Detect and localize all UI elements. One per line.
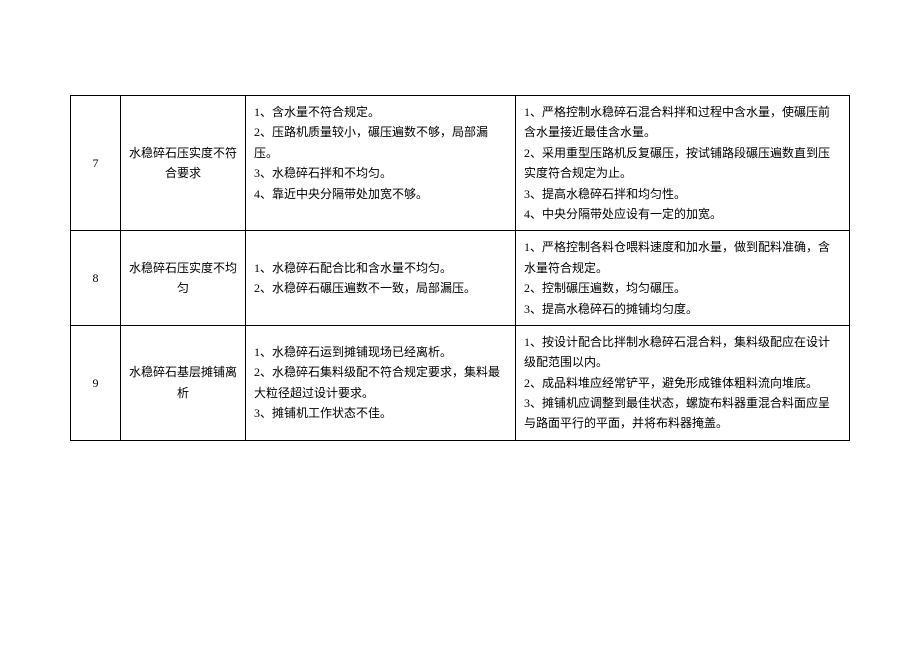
issue-title: 水稳碎石压实度不符合要求 (121, 96, 246, 231)
issue-measures: 1、严格控制水稳碎石混合料拌和过程中含水量，使碾压前含水量接近最佳含水量。2、采… (516, 96, 850, 231)
issue-title: 水稳碎石压实度不均匀 (121, 231, 246, 326)
issue-measures: 1、按设计配合比拌制水稳碎石混合料，集料级配应在设计级配范围以内。2、成品料堆应… (516, 325, 850, 440)
quality-issues-table: 7 水稳碎石压实度不符合要求 1、含水量不符合规定。2、压路机质量较小，碾压遍数… (70, 95, 850, 441)
row-number: 9 (71, 325, 121, 440)
issue-causes: 1、含水量不符合规定。2、压路机质量较小，碾压遍数不够，局部漏压。3、水稳碎石拌… (246, 96, 516, 231)
table-row: 7 水稳碎石压实度不符合要求 1、含水量不符合规定。2、压路机质量较小，碾压遍数… (71, 96, 850, 231)
table-row: 8 水稳碎石压实度不均匀 1、水稳碎石配合比和含水量不均匀。2、水稳碎石碾压遍数… (71, 231, 850, 326)
issue-causes: 1、水稳碎石运到摊铺现场已经离析。2、水稳碎石集料级配不符合规定要求，集料最大粒… (246, 325, 516, 440)
issue-causes: 1、水稳碎石配合比和含水量不均匀。2、水稳碎石碾压遍数不一致，局部漏压。 (246, 231, 516, 326)
issue-title: 水稳碎石基层摊铺离析 (121, 325, 246, 440)
table-row: 9 水稳碎石基层摊铺离析 1、水稳碎石运到摊铺现场已经离析。2、水稳碎石集料级配… (71, 325, 850, 440)
row-number: 7 (71, 96, 121, 231)
row-number: 8 (71, 231, 121, 326)
issue-measures: 1、严格控制各料仓喂料速度和加水量，做到配料准确，含水量符合规定。2、控制碾压遍… (516, 231, 850, 326)
